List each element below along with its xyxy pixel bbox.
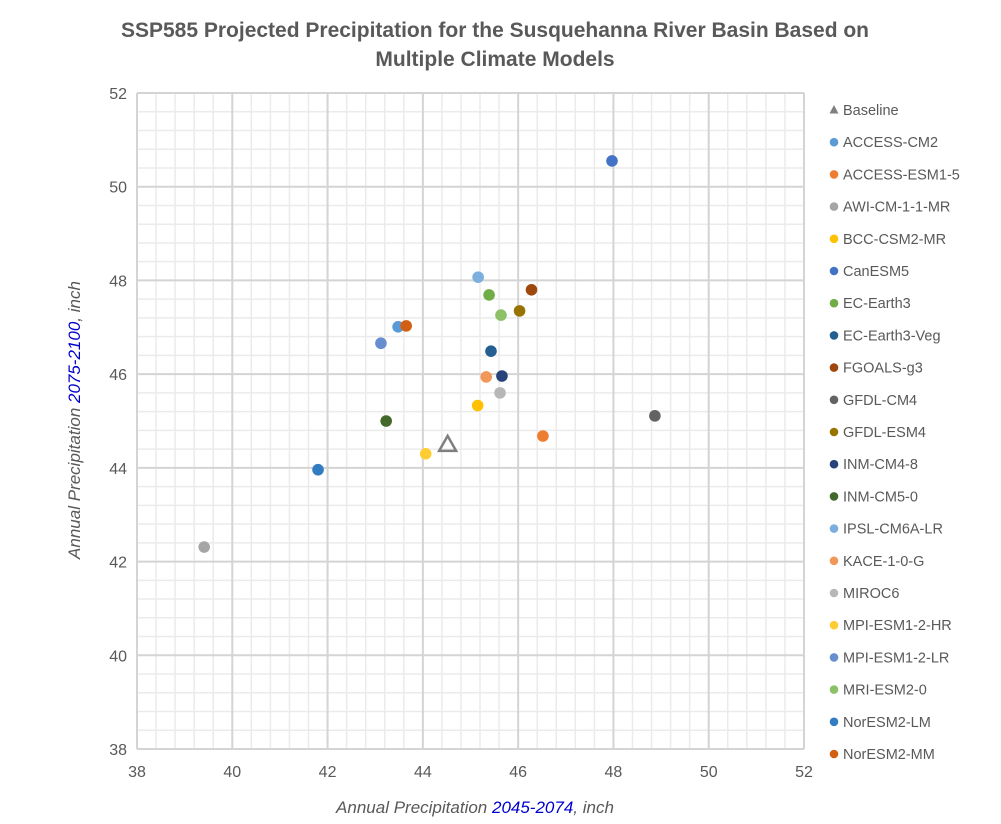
data-points (198, 155, 661, 553)
legend-marker-icon (829, 717, 839, 727)
y-tick-label: 52 (109, 86, 127, 103)
legend-marker-icon (829, 588, 839, 598)
legend-label: NorESM2-LM (843, 715, 931, 731)
y-tick-label: 46 (109, 367, 127, 384)
y-tick-label: 38 (109, 742, 127, 759)
legend-label: KACE-1-0-G (843, 554, 924, 570)
chart-title: SSP585 Projected Precipitation for the S… (0, 16, 990, 74)
legend-label: Baseline (843, 103, 899, 119)
x-axis-label-period: 2045-2074 (491, 798, 573, 817)
point-ec-earth3 (483, 289, 495, 301)
x-axis-label-unit: , inch (573, 798, 614, 817)
point-kace-1-0-g (480, 371, 493, 383)
y-tick-label: 50 (109, 180, 127, 197)
x-tick-label: 52 (795, 764, 813, 781)
x-tick-label: 50 (700, 764, 718, 781)
legend-marker-icon (829, 556, 839, 566)
baseline-point (436, 433, 459, 453)
point-ipsl-cm6a-lr (472, 271, 484, 283)
y-axis-label-prefix: Annual Precipitation (65, 403, 84, 560)
legend-label: ACCESS-ESM1-5 (843, 167, 960, 183)
y-axis-label: Annual Precipitation 2075-2100, inch (65, 281, 84, 560)
legend-marker-icon (829, 685, 839, 694)
point-inm-cm4-8 (496, 370, 508, 382)
y-tick-label: 40 (109, 648, 127, 665)
legend-marker-icon (829, 331, 839, 340)
legend-marker-icon (829, 459, 839, 469)
x-axis-label: Annual Precipitation 2045-2074, inch (335, 798, 614, 817)
tick-labels: 38 40 42 44 46 48 50 52 38 40 42 44 46 48 50 52 (109, 86, 813, 781)
legend-marker-icon (829, 749, 839, 759)
point-mri-esm2-0 (495, 309, 507, 321)
legend-marker-icon (829, 234, 839, 244)
legend-label: EC-Earth3-Veg (843, 328, 941, 344)
point-fgoals-g3 (525, 284, 538, 296)
legend-label: MIROC6 (843, 586, 899, 602)
y-tick-label: 42 (109, 555, 127, 572)
x-tick-label: 42 (319, 764, 337, 781)
legend-label: ACCESS-CM2 (843, 135, 938, 151)
legend-label: AWI-CM-1-1-MR (843, 200, 950, 216)
legend-marker-icon (829, 266, 839, 276)
x-tick-label: 44 (414, 764, 432, 781)
legend-label: GFDL-ESM4 (843, 425, 926, 441)
point-awi-cm-1-1-mr (198, 541, 210, 553)
point-access-esm1-5 (537, 430, 549, 442)
chart-title-line1: SSP585 Projected Precipitation for the S… (120, 19, 870, 42)
legend-marker-icon (829, 170, 839, 179)
legend-marker-icon (829, 492, 839, 501)
legend-triangle-icon (829, 105, 839, 114)
legend-label: BCC-CSM2-MR (843, 232, 946, 248)
legend-label: GFDL-CM4 (843, 393, 917, 409)
point-inm-cm5-0 (380, 415, 392, 427)
legend-label: INM-CM4-8 (843, 457, 918, 473)
point-bcc-csm2-mr (471, 399, 484, 412)
legend-marker-icon (829, 137, 839, 147)
x-tick-label: 38 (128, 764, 146, 781)
y-tick-label: 48 (109, 273, 127, 290)
legend-marker-icon (829, 298, 839, 308)
x-tick-label: 46 (509, 764, 527, 781)
point-mpi-esm1-2-lr (375, 337, 387, 350)
legend-label: EC-Earth3 (843, 296, 911, 312)
point-gfdl-esm4 (513, 305, 526, 317)
legend-marker-icon (829, 427, 839, 437)
legend-label: INM-CM5-0 (843, 489, 918, 505)
legend-label: IPSL-CM6A-LR (843, 522, 943, 538)
legend-marker-icon (829, 524, 839, 533)
legend-marker-icon (829, 202, 839, 211)
legend-label: CanESM5 (843, 264, 909, 280)
legend-label: MPI-ESM1-2-LR (843, 650, 949, 666)
y-axis-label-period: 2075-2100 (65, 321, 84, 404)
legend-label: MRI-ESM2-0 (843, 683, 927, 699)
chart-title-line2: Multiple Climate Models (375, 48, 615, 71)
point-noresm2-lm (312, 463, 324, 476)
point-ec-earth3-veg (485, 345, 497, 357)
legend-marker-icon (829, 395, 839, 405)
legend-marker-icon (829, 653, 839, 662)
x-tick-label: 40 (223, 764, 241, 781)
x-axis-label-prefix: Annual Precipitation (335, 798, 492, 817)
legend-label: FGOALS-g3 (843, 361, 923, 377)
y-axis-label-unit: , inch (65, 281, 84, 322)
point-canesm5 (606, 155, 618, 167)
legend-label: NorESM2-MM (843, 747, 935, 763)
grid (136, 92, 805, 750)
point-noresm2-mm (400, 320, 412, 332)
point-miroc6 (494, 387, 506, 399)
x-tick-label: 48 (605, 764, 623, 781)
legend-marker-icon (829, 620, 839, 630)
legend-marker-icon (829, 363, 839, 372)
point-mpi-esm1-2-hr (419, 448, 432, 460)
point-gfdl-cm4 (649, 410, 661, 422)
y-tick-label: 44 (109, 461, 127, 478)
legend-label: MPI-ESM1-2-HR (843, 618, 952, 634)
legend: Baseline ACCESS-CM2 ACCESS-ESM1-5 AWI-CM-1-… (829, 103, 960, 763)
